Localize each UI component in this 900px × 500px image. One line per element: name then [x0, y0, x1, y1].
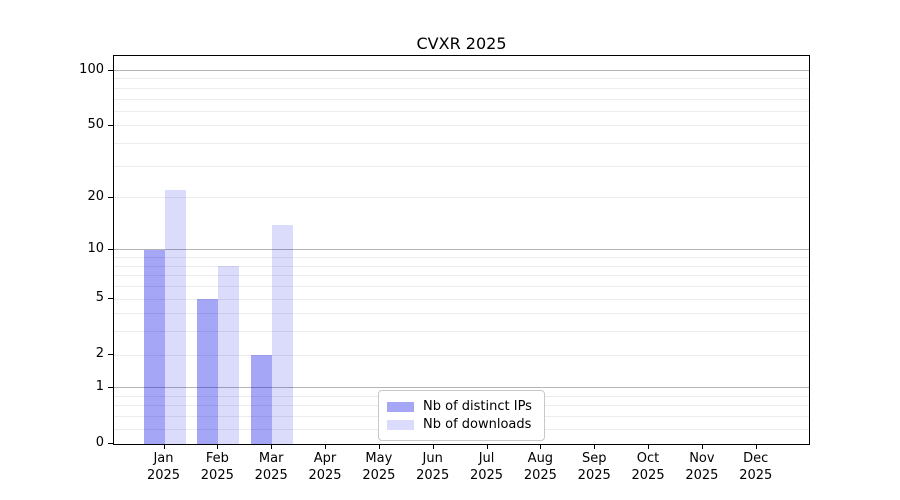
y-tick-label-50: 50 [87, 116, 104, 132]
gridline-minor-3 [114, 331, 809, 333]
gridline-minor-70 [114, 98, 809, 100]
x-tick-label-oct: Oct 2025 [631, 451, 665, 483]
bar-nb-of-distinct-ips-jan [143, 249, 165, 444]
x-tick-label-jul: Jul 2025 [469, 451, 504, 483]
x-tick-label-mar: Mar 2025 [254, 451, 288, 483]
gridline-minor-6 [114, 286, 809, 288]
y-tick-label-100: 100 [79, 61, 104, 77]
gridline-minor-2 [114, 354, 809, 356]
x-tick-label-apr: Apr 2025 [308, 451, 342, 483]
bar-nb-of-downloads-feb [218, 266, 240, 444]
gridline-minor-20 [114, 197, 809, 199]
y-tick-mark-100 [108, 69, 113, 71]
gridline-major-100 [114, 70, 809, 71]
y-tick-mark-10 [108, 248, 113, 250]
y-tick-mark-20 [108, 196, 113, 198]
legend-row-nb-of-distinct-ips: Nb of distinct IPs [387, 398, 535, 415]
chart-title: CVXR 2025 [416, 34, 507, 53]
y-tick-label-5: 5 [95, 289, 104, 305]
legend-swatch-nb-of-distinct-ips [387, 401, 414, 412]
bar-nb-of-distinct-ips-mar [251, 355, 273, 444]
gridline-major-10 [114, 249, 809, 251]
gridline-minor-90 [114, 78, 809, 80]
x-tick-mark-may [378, 444, 380, 449]
x-tick-label-may: May 2025 [362, 451, 396, 483]
x-tick-mark-jun [432, 444, 434, 449]
y-tick-mark-5 [108, 297, 113, 299]
y-tick-label-20: 20 [87, 188, 104, 204]
x-tick-mark-jul [486, 444, 488, 449]
x-tick-mark-jan [163, 444, 165, 449]
y-tick-mark-2 [108, 354, 113, 356]
bar-nb-of-distinct-ips-feb [197, 299, 219, 444]
gridline-minor-50 [114, 125, 809, 127]
legend-label-nb-of-downloads: Nb of downloads [423, 417, 532, 432]
gridline-minor-4 [114, 313, 809, 315]
gridline-minor-80 [114, 87, 809, 89]
plot-inner [114, 56, 809, 444]
y-tick-mark-0 [108, 443, 113, 444]
x-tick-mark-apr [325, 444, 327, 449]
y-tick-label-2: 2 [95, 346, 104, 362]
legend-label-nb-of-distinct-ips: Nb of distinct IPs [423, 399, 532, 414]
x-tick-mark-mar [271, 444, 273, 449]
x-tick-mark-aug [540, 444, 542, 449]
legend-row-nb-of-downloads: Nb of downloads [387, 416, 535, 433]
x-tick-label-nov: Nov 2025 [685, 451, 719, 483]
gridline-minor-8 [114, 265, 809, 267]
gridline-minor-40 [114, 142, 809, 144]
gridline-minor-30 [114, 165, 809, 167]
gridline-minor-9 [114, 257, 809, 259]
plot-area [113, 55, 810, 445]
x-tick-label-sep: Sep 2025 [577, 451, 611, 483]
gridline-minor-60 [114, 110, 809, 112]
x-tick-label-jun: Jun 2025 [416, 451, 450, 483]
x-tick-label-jan: Jan 2025 [146, 451, 181, 483]
gridline-minor-5 [114, 298, 809, 300]
x-tick-mark-nov [701, 444, 703, 449]
legend-swatch-nb-of-downloads [387, 419, 414, 430]
x-tick-mark-sep [594, 444, 596, 449]
x-tick-mark-dec [755, 444, 757, 449]
x-tick-label-dec: Dec 2025 [739, 451, 773, 483]
y-tick-label-10: 10 [87, 240, 104, 256]
gridline-minor-7 [114, 275, 809, 277]
x-tick-mark-feb [217, 444, 219, 449]
x-tick-label-aug: Aug 2025 [523, 451, 557, 483]
bar-nb-of-downloads-mar [272, 224, 294, 444]
bar-nb-of-downloads-jan [164, 190, 186, 444]
legend: Nb of distinct IPs Nb of downloads [378, 390, 545, 441]
y-tick-label-1: 1 [95, 378, 104, 394]
gridline-major-1 [114, 387, 809, 389]
y-tick-mark-50 [108, 124, 113, 126]
x-tick-mark-oct [648, 444, 650, 449]
x-tick-label-feb: Feb 2025 [200, 451, 234, 483]
y-tick-label-0: 0 [95, 435, 104, 450]
y-tick-mark-1 [108, 386, 113, 388]
